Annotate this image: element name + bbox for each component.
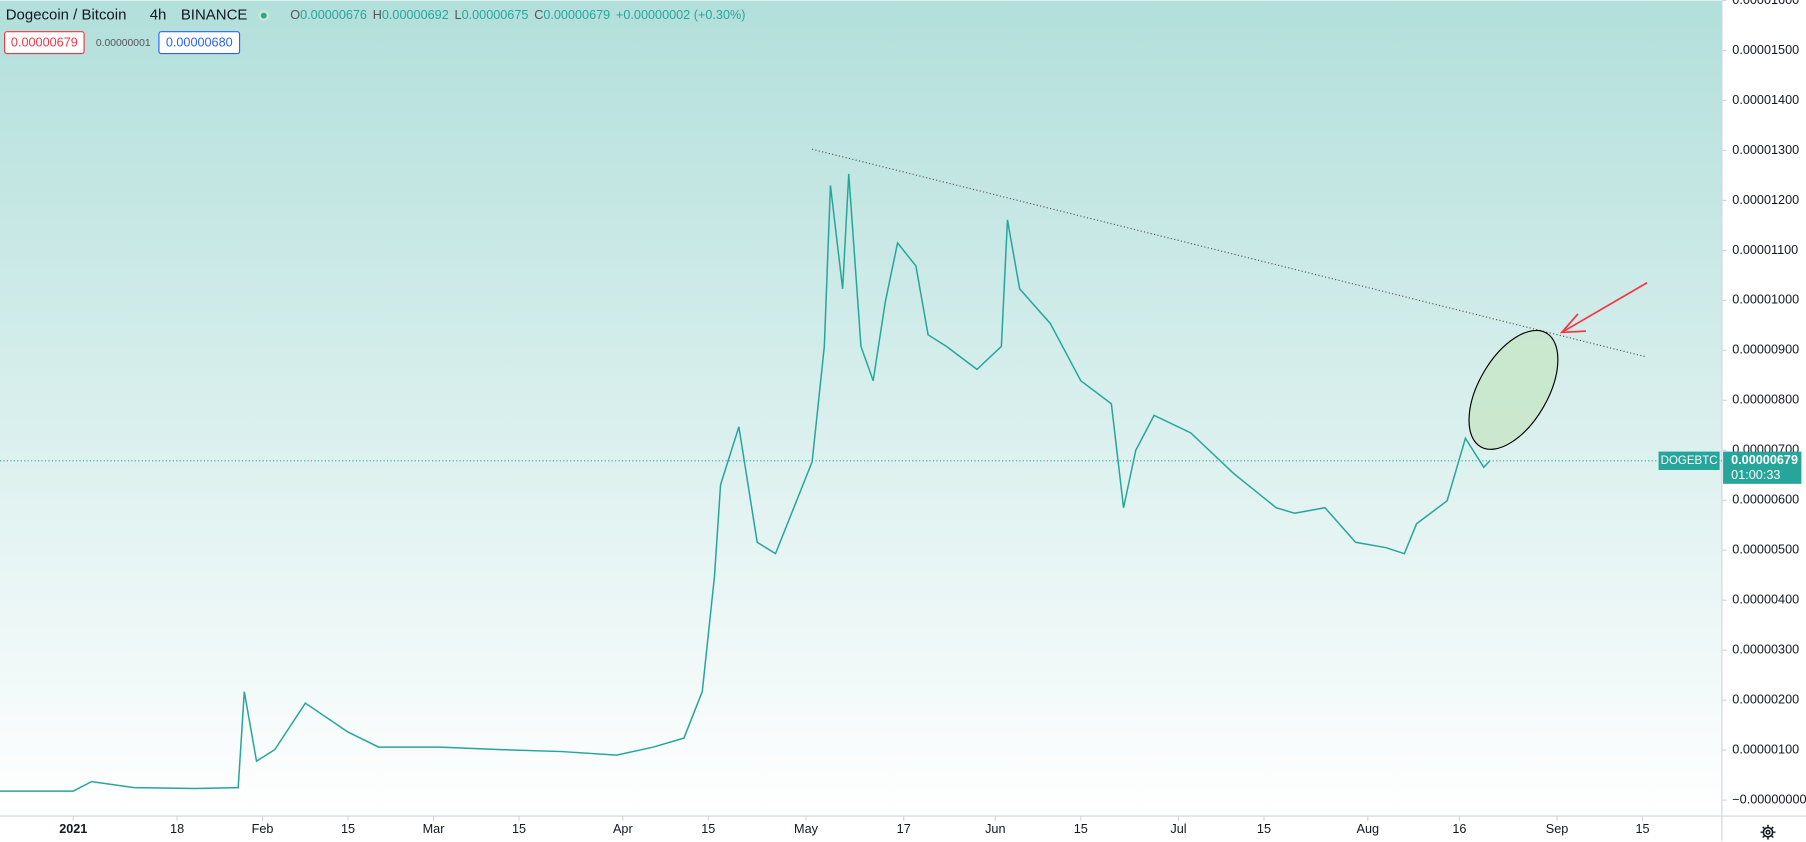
x-tick-label: Apr [613,822,633,836]
settings-icon[interactable] [1760,824,1776,840]
x-tick-label: 15 [512,822,526,836]
x-tick-label: 15 [701,822,715,836]
y-tick-label: 0.00000400 [1732,593,1799,607]
x-tick-label: 2021 [59,822,87,836]
x-tick-label: Jul [1170,822,1186,836]
legend-header: Dogecoin / Bitcoin 4h BINANCE [6,7,270,24]
ohlc-label: H [373,8,382,22]
y-tick-label: 0.00001000 [1732,293,1799,307]
x-tick-label: Mar [423,822,445,836]
y-tick-label: 0.00000200 [1732,692,1799,706]
x-tick-label: 15 [1257,822,1271,836]
y-tick-label: 0.00000100 [1732,742,1799,756]
x-tick-label: 15 [1636,822,1650,836]
y-tick-label: 0.00000300 [1732,643,1799,657]
ohlc-label: L [455,8,462,22]
x-tick-label: Feb [252,822,274,836]
price-axis [1721,0,1806,842]
symbol-badge-label: DOGEBTC [1661,455,1718,467]
y-tick-label: 0.00001400 [1732,93,1799,107]
y-tick-label: 0.00001100 [1732,243,1798,257]
y-tick-label: 0.00001600 [1732,0,1799,7]
buy-price: 0.00000680 [166,36,233,50]
time-axis [0,816,1722,842]
y-tick-label: 0.00000900 [1732,343,1799,357]
plot [0,173,1491,792]
symbol-title: Dogecoin / Bitcoin [6,7,127,24]
x-tick-label: May [794,822,819,836]
status-dot [260,12,267,19]
x-tick-label: 18 [170,822,184,836]
sell-box[interactable] [4,31,85,55]
y-tick-label: 0.00001200 [1732,193,1799,207]
y-tick-label: 0.00000500 [1732,543,1799,557]
sell-price: 0.00000679 [11,36,78,50]
ellipse-annotation [1468,329,1559,450]
x-tick-label: Aug [1357,822,1380,836]
last-price-badge [1723,451,1802,484]
trend-line [811,148,1645,358]
y-tick-label: 0.00001300 [1732,143,1799,157]
ohlc-value: 0.00000675 [462,8,529,22]
ohlc-label: O [290,8,300,22]
x-tick-label: 17 [897,822,911,836]
last-price-label: 0.00000679 [1731,453,1798,467]
arrow-annotation [1559,282,1648,334]
x-tick-label: 15 [1074,822,1088,836]
y-tick-label: −0.00000000 [1732,792,1806,806]
ohlc-value: 0.00000692 [382,8,449,22]
y-tick-label: 0.00001500 [1732,43,1799,57]
exchange: BINANCE [181,7,248,24]
plot-background [0,0,1722,817]
symbol-badge [1658,451,1720,471]
interval: 4h [150,7,167,24]
price-line [0,173,1491,792]
change: +0.00000002 (+0.30%) [616,8,745,22]
y-tick-label: 0.00000600 [1732,493,1799,507]
buy-box[interactable] [158,31,241,55]
spread: 0.00000001 [96,38,151,49]
x-tick-label: 15 [341,822,355,836]
x-tick-label: 16 [1452,822,1466,836]
x-tick-label: Jun [985,822,1005,836]
countdown: 01:00:33 [1731,468,1780,482]
ohlc-value: 0.00000676 [300,8,367,22]
ohlc-value: 0.00000679 [543,8,610,22]
y-tick-label: 0.00000800 [1732,393,1799,407]
x-tick-label: Sep [1546,822,1569,836]
ohlc-label: C [534,8,543,22]
